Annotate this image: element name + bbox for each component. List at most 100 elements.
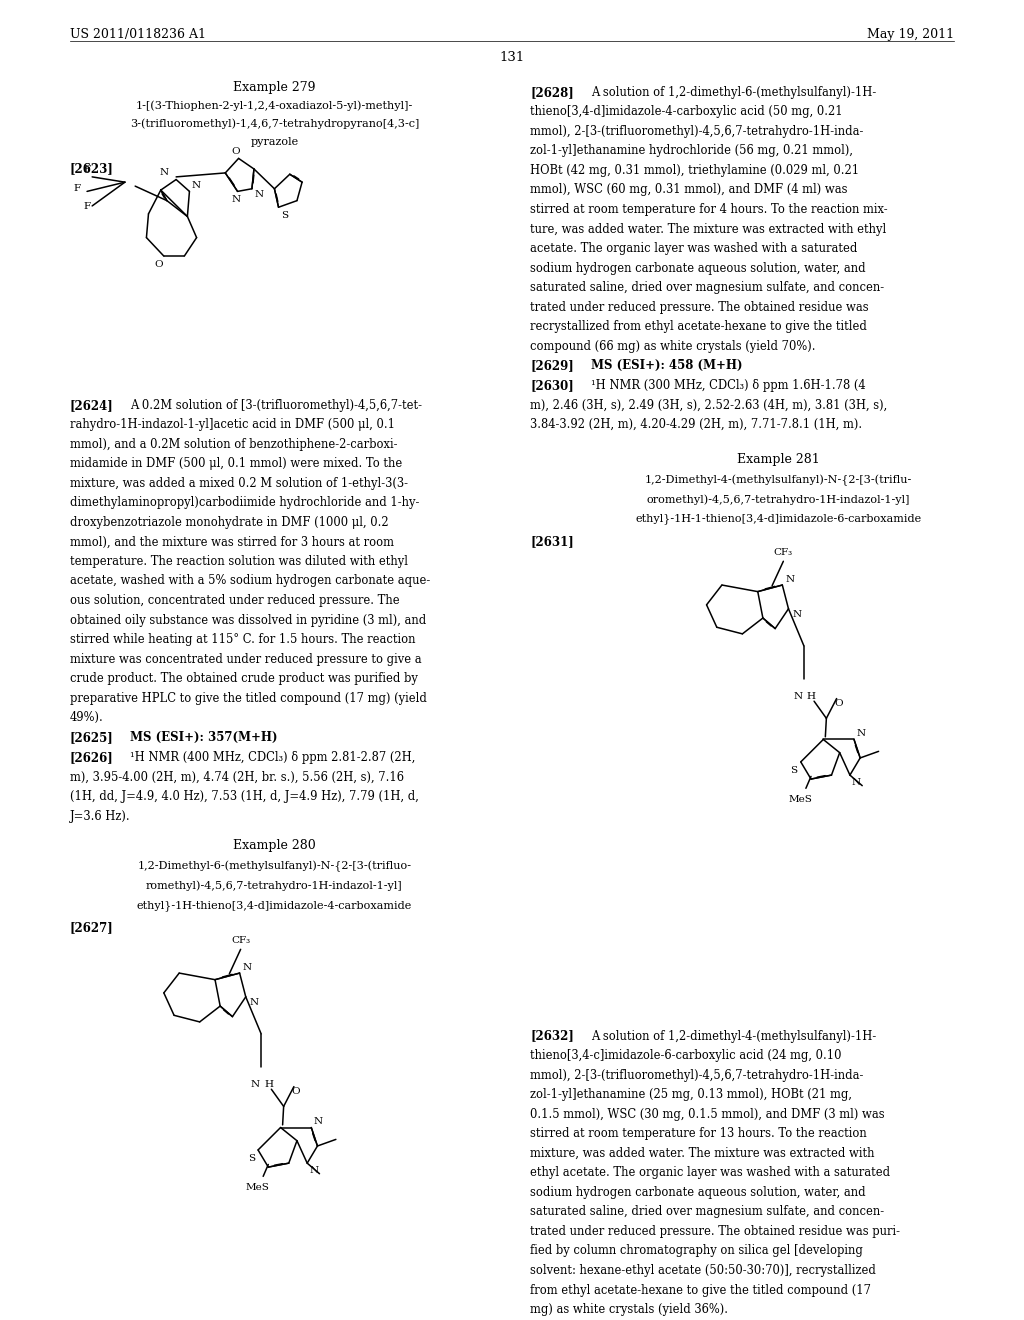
Text: thieno[3,4-d]imidazole-4-carboxylic acid (50 mg, 0.21: thieno[3,4-d]imidazole-4-carboxylic acid… <box>530 106 843 119</box>
Text: rahydro-1H-indazol-1-yl]acetic acid in DMF (500 μl, 0.1: rahydro-1H-indazol-1-yl]acetic acid in D… <box>70 418 394 432</box>
Text: 1,2-Dimethyl-4-(methylsulfanyl)-N-{2-[3-(triflu-: 1,2-Dimethyl-4-(methylsulfanyl)-N-{2-[3-… <box>645 475 911 486</box>
Text: ethyl}-1H-thieno[3,4-d]imidazole-4-carboxamide: ethyl}-1H-thieno[3,4-d]imidazole-4-carbo… <box>137 900 412 911</box>
Text: temperature. The reaction solution was diluted with ethyl: temperature. The reaction solution was d… <box>70 554 408 568</box>
Text: m), 2.46 (3H, s), 2.49 (3H, s), 2.52-2.63 (4H, m), 3.81 (3H, s),: m), 2.46 (3H, s), 2.49 (3H, s), 2.52-2.6… <box>530 399 888 412</box>
Text: sodium hydrogen carbonate aqueous solution, water, and: sodium hydrogen carbonate aqueous soluti… <box>530 261 866 275</box>
Text: N: N <box>313 1117 323 1126</box>
Text: ¹H NMR (300 MHz, CDCl₃) δ ppm 1.6H-1.78 (4: ¹H NMR (300 MHz, CDCl₃) δ ppm 1.6H-1.78 … <box>591 379 865 392</box>
Text: mixture, was added a mixed 0.2 M solution of 1-ethyl-3(3-: mixture, was added a mixed 0.2 M solutio… <box>70 477 408 490</box>
Text: mixture was concentrated under reduced pressure to give a: mixture was concentrated under reduced p… <box>70 652 421 665</box>
Text: saturated saline, dried over magnesium sulfate, and concen-: saturated saline, dried over magnesium s… <box>530 281 885 294</box>
Text: MS (ESI+): 458 (M+H): MS (ESI+): 458 (M+H) <box>591 359 742 372</box>
Text: F: F <box>84 202 91 211</box>
Text: O: O <box>155 260 163 269</box>
Text: MeS: MeS <box>788 795 812 804</box>
Text: acetate. The organic layer was washed with a saturated: acetate. The organic layer was washed wi… <box>530 242 858 255</box>
Text: preparative HPLC to give the titled compound (17 mg) (yield: preparative HPLC to give the titled comp… <box>70 692 427 705</box>
Text: N: N <box>309 1166 318 1175</box>
Text: romethyl)-4,5,6,7-tetrahydro-1H-indazol-1-yl]: romethyl)-4,5,6,7-tetrahydro-1H-indazol-… <box>146 880 402 891</box>
Text: [2624]: [2624] <box>70 399 114 412</box>
Text: pyrazole: pyrazole <box>250 137 299 148</box>
Text: ¹H NMR (400 MHz, CDCl₃) δ ppm 2.81-2.87 (2H,: ¹H NMR (400 MHz, CDCl₃) δ ppm 2.81-2.87 … <box>130 751 416 764</box>
Text: Example 281: Example 281 <box>737 453 819 466</box>
Text: HOBt (42 mg, 0.31 mmol), triethylamine (0.029 ml, 0.21: HOBt (42 mg, 0.31 mmol), triethylamine (… <box>530 164 859 177</box>
Text: saturated saline, dried over magnesium sulfate, and concen-: saturated saline, dried over magnesium s… <box>530 1205 885 1218</box>
Text: N: N <box>856 729 865 738</box>
Text: O: O <box>231 147 240 156</box>
Text: mg) as white crystals (yield 36%).: mg) as white crystals (yield 36%). <box>530 1303 728 1316</box>
Text: oromethyl)-4,5,6,7-tetrahydro-1H-indazol-1-yl]: oromethyl)-4,5,6,7-tetrahydro-1H-indazol… <box>646 494 910 504</box>
Text: midamide in DMF (500 μl, 0.1 mmol) were mixed. To the: midamide in DMF (500 μl, 0.1 mmol) were … <box>70 457 401 470</box>
Text: 1,2-Dimethyl-6-(methylsulfanyl)-N-{2-[3-(trifluo-: 1,2-Dimethyl-6-(methylsulfanyl)-N-{2-[3-… <box>137 861 412 873</box>
Text: from ethyl acetate-hexane to give the titled compound (17: from ethyl acetate-hexane to give the ti… <box>530 1283 871 1296</box>
Text: MS (ESI+): 357(M+H): MS (ESI+): 357(M+H) <box>130 731 278 743</box>
Text: ethyl}-1H-1-thieno[3,4-d]imidazole-6-carboxamide: ethyl}-1H-1-thieno[3,4-d]imidazole-6-car… <box>635 513 922 524</box>
Text: 131: 131 <box>500 51 524 65</box>
Text: crude product. The obtained crude product was purified by: crude product. The obtained crude produc… <box>70 672 418 685</box>
Text: US 2011/0118236 A1: US 2011/0118236 A1 <box>70 28 206 41</box>
Text: S: S <box>248 1154 255 1163</box>
Text: H: H <box>264 1080 273 1089</box>
Text: mixture, was added water. The mixture was extracted with: mixture, was added water. The mixture wa… <box>530 1147 874 1160</box>
Text: Example 280: Example 280 <box>233 840 315 853</box>
Text: [2632]: [2632] <box>530 1030 574 1043</box>
Text: N: N <box>793 610 802 619</box>
Text: thieno[3,4-c]imidazole-6-carboxylic acid (24 mg, 0.10: thieno[3,4-c]imidazole-6-carboxylic acid… <box>530 1049 842 1063</box>
Text: A 0.2M solution of [3-(trifluoromethyl)-4,5,6,7-tet-: A 0.2M solution of [3-(trifluoromethyl)-… <box>130 399 422 412</box>
Text: 1-[(3-Thiophen-2-yl-1,2,4-oxadiazol-5-yl)-methyl]-: 1-[(3-Thiophen-2-yl-1,2,4-oxadiazol-5-yl… <box>136 100 413 111</box>
Text: ethyl acetate. The organic layer was washed with a saturated: ethyl acetate. The organic layer was was… <box>530 1167 891 1179</box>
Text: dimethylaminopropyl)carbodiimide hydrochloride and 1-hy-: dimethylaminopropyl)carbodiimide hydroch… <box>70 496 419 510</box>
Text: May 19, 2011: May 19, 2011 <box>867 28 954 41</box>
Text: N: N <box>243 962 252 972</box>
Text: solvent: hexane-ethyl acetate (50:50-30:70)], recrystallized: solvent: hexane-ethyl acetate (50:50-30:… <box>530 1265 877 1276</box>
Text: N: N <box>794 692 803 701</box>
Text: fied by column chromatography on silica gel [developing: fied by column chromatography on silica … <box>530 1245 863 1258</box>
Text: stirred at room temperature for 13 hours. To the reaction: stirred at room temperature for 13 hours… <box>530 1127 867 1140</box>
Text: 49%).: 49%). <box>70 711 103 725</box>
Text: 3-(trifluoromethyl)-1,4,6,7-tetrahydropyrano[4,3-c]: 3-(trifluoromethyl)-1,4,6,7-tetrahydropy… <box>130 119 419 129</box>
Text: N: N <box>250 998 259 1007</box>
Text: N: N <box>251 1080 260 1089</box>
Text: N: N <box>255 190 264 199</box>
Text: S: S <box>282 211 289 220</box>
Text: N: N <box>785 574 795 583</box>
Text: H: H <box>807 692 816 701</box>
Text: ous solution, concentrated under reduced pressure. The: ous solution, concentrated under reduced… <box>70 594 399 607</box>
Text: stirred while heating at 115° C. for 1.5 hours. The reaction: stirred while heating at 115° C. for 1.5… <box>70 634 415 645</box>
Text: [2626]: [2626] <box>70 751 114 764</box>
Text: m), 3.95-4.00 (2H, m), 4.74 (2H, br. s.), 5.56 (2H, s), 7.16: m), 3.95-4.00 (2H, m), 4.74 (2H, br. s.)… <box>70 771 403 784</box>
Text: droxybenzotriazole monohydrate in DMF (1000 μl, 0.2: droxybenzotriazole monohydrate in DMF (1… <box>70 516 388 529</box>
Text: [2630]: [2630] <box>530 379 574 392</box>
Text: [2623]: [2623] <box>70 162 114 176</box>
Text: stirred at room temperature for 4 hours. To the reaction mix-: stirred at room temperature for 4 hours.… <box>530 203 888 216</box>
Text: 3.84-3.92 (2H, m), 4.20-4.29 (2H, m), 7.71-7.8.1 (1H, m).: 3.84-3.92 (2H, m), 4.20-4.29 (2H, m), 7.… <box>530 418 862 430</box>
Text: obtained oily substance was dissolved in pyridine (3 ml), and: obtained oily substance was dissolved in… <box>70 614 426 627</box>
Text: N: N <box>191 181 201 190</box>
Text: trated under reduced pressure. The obtained residue was puri-: trated under reduced pressure. The obtai… <box>530 1225 900 1238</box>
Text: recrystallized from ethyl acetate-hexane to give the titled: recrystallized from ethyl acetate-hexane… <box>530 321 867 333</box>
Text: mmol), 2-[3-(trifluoromethyl)-4,5,6,7-tetrahydro-1H-inda-: mmol), 2-[3-(trifluoromethyl)-4,5,6,7-te… <box>530 1069 864 1081</box>
Text: O: O <box>835 698 843 708</box>
Text: A solution of 1,2-dimethyl-4-(methylsulfanyl)-1H-: A solution of 1,2-dimethyl-4-(methylsulf… <box>591 1030 877 1043</box>
Text: mmol), and the mixture was stirred for 3 hours at room: mmol), and the mixture was stirred for 3… <box>70 536 393 548</box>
Text: O: O <box>292 1086 300 1096</box>
Text: N: N <box>160 168 169 177</box>
Text: Example 279: Example 279 <box>233 81 315 94</box>
Text: [2628]: [2628] <box>530 86 574 99</box>
Text: [2627]: [2627] <box>70 921 114 935</box>
Text: 0.1.5 mmol), WSC (30 mg, 0.1.5 mmol), and DMF (3 ml) was: 0.1.5 mmol), WSC (30 mg, 0.1.5 mmol), an… <box>530 1107 885 1121</box>
Text: CF₃: CF₃ <box>231 936 250 945</box>
Text: zol-1-yl]ethanamine hydrochloride (56 mg, 0.21 mmol),: zol-1-yl]ethanamine hydrochloride (56 mg… <box>530 144 853 157</box>
Text: zol-1-yl]ethanamine (25 mg, 0.13 mmol), HOBt (21 mg,: zol-1-yl]ethanamine (25 mg, 0.13 mmol), … <box>530 1088 852 1101</box>
Text: A solution of 1,2-dimethyl-6-(methylsulfanyl)-1H-: A solution of 1,2-dimethyl-6-(methylsulf… <box>591 86 877 99</box>
Text: MeS: MeS <box>246 1183 269 1192</box>
Text: (1H, dd, J=4.9, 4.0 Hz), 7.53 (1H, d, J=4.9 Hz), 7.79 (1H, d,: (1H, dd, J=4.9, 4.0 Hz), 7.53 (1H, d, J=… <box>70 791 419 804</box>
Text: CF₃: CF₃ <box>774 548 793 557</box>
Text: [2631]: [2631] <box>530 535 574 548</box>
Text: F: F <box>84 165 91 174</box>
Text: J=3.6 Hz).: J=3.6 Hz). <box>70 810 130 822</box>
Text: N: N <box>231 195 241 205</box>
Text: mmol), 2-[3-(trifluoromethyl)-4,5,6,7-tetrahydro-1H-inda-: mmol), 2-[3-(trifluoromethyl)-4,5,6,7-te… <box>530 125 864 137</box>
Text: acetate, washed with a 5% sodium hydrogen carbonate aque-: acetate, washed with a 5% sodium hydroge… <box>70 574 430 587</box>
Text: compound (66 mg) as white crystals (yield 70%).: compound (66 mg) as white crystals (yiel… <box>530 339 816 352</box>
